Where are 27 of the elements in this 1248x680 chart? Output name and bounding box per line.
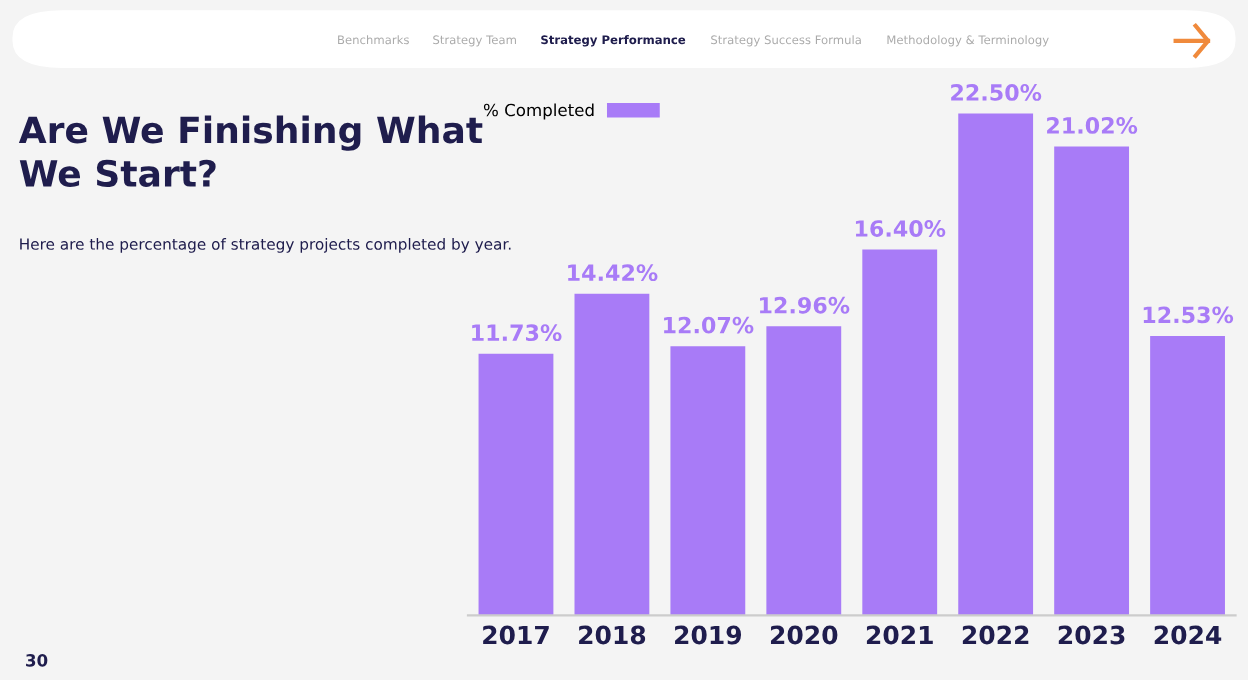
- bar: [862, 249, 938, 616]
- text: Are We Finishing What We Start?: [18, 115, 483, 188]
- text: 30: [26, 654, 48, 667]
- data-label: 14.42%: [568, 264, 658, 282]
- x-tick-label: 2017: [483, 625, 549, 645]
- x-tick-label: 2019: [675, 625, 742, 645]
- bar: [766, 326, 842, 616]
- data-label: 22.50%: [951, 84, 1042, 101]
- x-tick-label: 2023: [1058, 625, 1125, 645]
- bar: [958, 113, 1034, 616]
- data-label: 12.96%: [760, 296, 850, 314]
- x-tick-label: 2020: [770, 625, 838, 645]
- x-tick-label: 2022: [962, 625, 1029, 645]
- x-tick-label: 2024: [1154, 625, 1222, 645]
- data-label: 12.07%: [664, 316, 754, 334]
- x-tick-label: 2018: [579, 625, 646, 645]
- bar: [574, 293, 650, 616]
- bar: [1150, 335, 1225, 616]
- legend-label: % Completed: [483, 103, 594, 120]
- bar: [478, 353, 554, 616]
- data-label: 16.40%: [855, 220, 946, 237]
- data-label: 11.73%: [472, 324, 562, 342]
- data-label: 12.53%: [1143, 306, 1234, 324]
- data-label: 21.02%: [1047, 117, 1138, 134]
- bar: [670, 346, 746, 616]
- x-tick-label: 2021: [866, 625, 933, 645]
- bar: [1054, 146, 1130, 616]
